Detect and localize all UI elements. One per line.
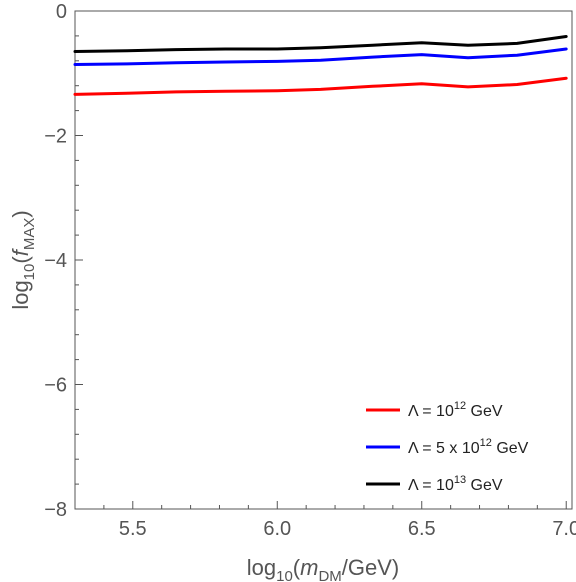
x-tick-label: 6.5 <box>408 518 436 540</box>
y-axis-ticks: 0 −2 −4 −6 −8 <box>44 1 83 521</box>
x-tick-label: 7.0 <box>552 518 576 540</box>
legend-label-1: Λ = 5 x 1012 GeV <box>408 437 529 457</box>
y-axis-title: log10(fMAX) <box>8 210 38 309</box>
y-tick-label: −4 <box>44 250 67 272</box>
legend-label-0: Λ = 1012 GeV <box>408 400 503 420</box>
y-tick-label: 0 <box>56 1 67 23</box>
x-axis-title: log10(mDM/GeV) <box>247 555 400 582</box>
x-tick-label: 6.0 <box>263 518 291 540</box>
series-line-2 <box>73 35 568 53</box>
series-line-0 <box>73 76 568 96</box>
y-tick-label: −6 <box>44 375 67 397</box>
y-tick-label: −8 <box>44 499 67 521</box>
series-line-1 <box>73 47 568 66</box>
legend-label-2: Λ = 1013 GeV <box>408 474 503 494</box>
y-tick-label: −2 <box>44 126 67 148</box>
x-tick-label: 5.5 <box>119 518 147 540</box>
x-axis-ticks: 5.5 6.0 6.5 7.0 <box>74 501 576 540</box>
legend: Λ = 1012 GeV Λ = 5 x 1012 GeV Λ = 1013 G… <box>366 400 529 494</box>
series-lines <box>73 35 568 96</box>
